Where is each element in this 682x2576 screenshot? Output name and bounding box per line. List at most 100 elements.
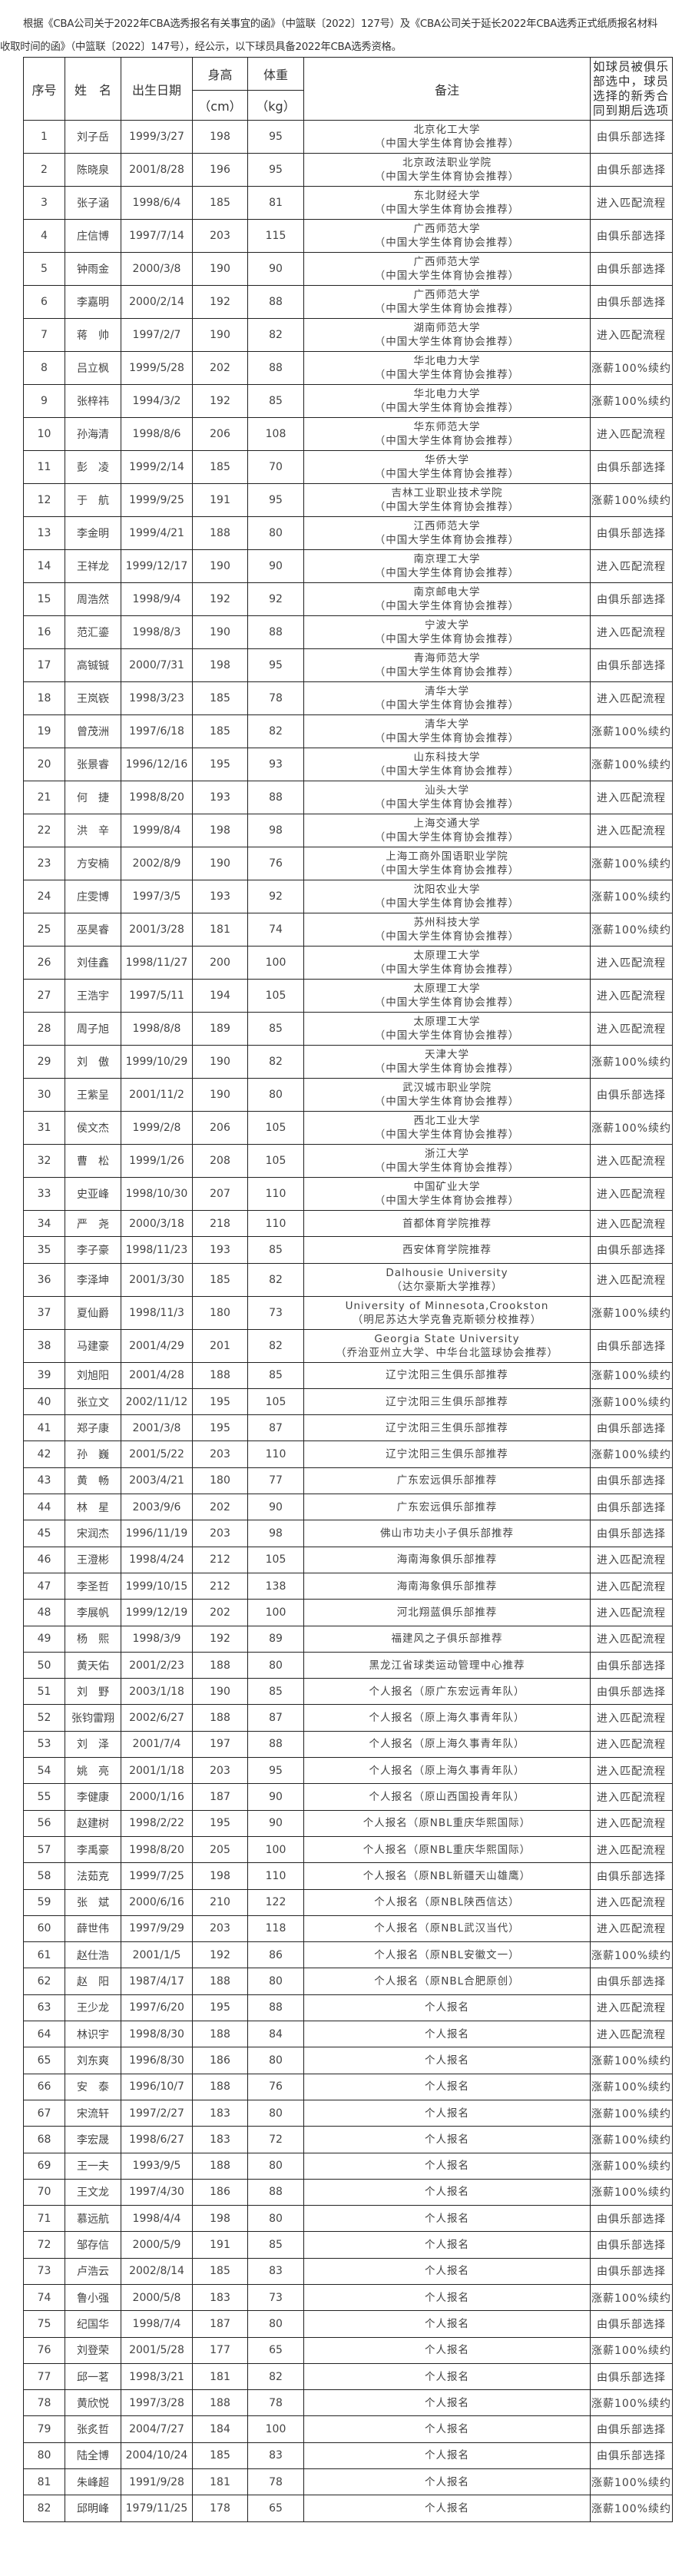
table-row: 29 刘 傲 1999/10/29 190 82 天津大学 （中国大学生体育协会推荐） 涨薪1… (23, 1045, 673, 1079)
cell-height: 185 (192, 186, 248, 220)
cell-number: 56 (23, 1809, 65, 1837)
cell-height: 195 (192, 1994, 248, 2022)
table-row: 49 杨 熙 1998/3/9 192 89 福建风之子俱乐部推荐 进入匹配流程 (23, 1625, 673, 1653)
cell-weight: 90 (247, 1809, 304, 1837)
cell-number: 71 (23, 2205, 65, 2233)
cell-name: 李金明 (65, 516, 121, 550)
cell-number: 44 (23, 1494, 65, 1521)
cell-weight: 85 (247, 1678, 304, 1706)
remarks-line-2: （中国大学生体育协会推荐） (374, 402, 520, 414)
table-row: 66 安 泰 1996/10/7 188 76 个人报名 涨薪100%续约 (23, 2073, 673, 2100)
cell-weight: 95 (247, 483, 304, 517)
remarks-line-1: 吉林工业职业技术学院 (391, 487, 503, 499)
cell-remarks: 吉林工业职业技术学院 （中国大学生体育协会推荐） (303, 483, 591, 517)
remarks-line-2: （中国大学生体育协会推荐） (374, 897, 520, 910)
remarks-line-2: （中国大学生体育协会推荐） (374, 831, 520, 844)
cell-remarks: 个人报名（原NBL安徽文一） (303, 1941, 591, 1969)
table-row: 28 周子旭 1998/8/8 189 85 太原理工大学 （中国大学生体育协会推荐） 进入匹… (23, 1012, 673, 1046)
cell-weight: 80 (247, 2152, 304, 2180)
table-row: 34 严 尧 2000/3/18 218 110 首都体育学院推荐 进入匹配流程 (23, 1209, 673, 1238)
remarks-line-1: 个人报名 (425, 2370, 469, 2383)
table-row: 25 巫昊睿 2001/3/28 181 74 苏州科技大学 （中国大学生体育协会推荐） 涨薪… (23, 913, 673, 947)
cell-remarks: 首都体育学院推荐 (303, 1209, 591, 1238)
table-row: 53 刘 泽 2001/7/4 197 88 个人报名（原上海久事青年队） 进入匹配流程 (23, 1730, 673, 1759)
cell-name: 曹 松 (65, 1144, 121, 1178)
cell-number: 43 (23, 1467, 65, 1495)
cell-height: 198 (192, 2205, 248, 2233)
cell-contract-option: 涨薪100%续约 (590, 847, 673, 880)
cell-name: 姚 亮 (65, 1757, 121, 1785)
cell-birth-date: 1999/4/21 (121, 516, 193, 550)
cell-contract-option: 涨薪100%续约 (590, 2468, 673, 2496)
cell-birth-date: 2004/10/24 (121, 2442, 193, 2470)
cell-remarks: 黑龙江省球类运动管理中心推荐 (303, 1651, 591, 1679)
remarks-line-1: 中国矿业大学 (413, 1181, 481, 1193)
cell-number: 73 (23, 2257, 65, 2285)
cell-name: 王一夫 (65, 2152, 121, 2180)
cell-number: 3 (23, 186, 65, 220)
cell-birth-date: 1987/4/17 (121, 1968, 193, 1995)
cell-name: 孙海清 (65, 417, 121, 451)
cell-contract-option: 由俱乐部选择 (590, 2310, 673, 2338)
cell-remarks: 福建风之子俱乐部推荐 (303, 1625, 591, 1653)
table-row: 40 张立文 2002/11/12 195 105 辽宁沈阳三生俱乐部推荐 涨薪100%续约 (23, 1387, 673, 1416)
cell-weight: 78 (247, 2389, 304, 2417)
cell-remarks: 个人报名 (303, 2231, 591, 2259)
cell-height: 198 (192, 814, 248, 847)
cell-contract-option: 由俱乐部选择 (590, 582, 673, 616)
cell-height: 188 (192, 1651, 248, 1679)
cell-weight: 65 (247, 2495, 304, 2522)
remarks-line-1: 个人报名（原上海久事青年队） (369, 1738, 525, 1751)
cell-height: 185 (192, 2257, 248, 2285)
cell-name: 庄信博 (65, 219, 121, 253)
remarks-line-1: 华北电力大学 (413, 388, 481, 400)
cell-remarks: 个人报名（原NBL重庆华熙国际） (303, 1835, 591, 1864)
remarks-line-1: 个人报名 (425, 2291, 469, 2304)
remarks-line-2: （明尼苏达大学克鲁克斯顿分校推荐） (352, 1313, 542, 1326)
cell-birth-date: 1998/8/20 (121, 1835, 193, 1864)
cell-weight: 138 (247, 1572, 304, 1600)
table-row: 59 张 斌 2000/6/16 210 122 个人报名（原NBL陕西信达） 进入匹配流程 (23, 1888, 673, 1916)
table-row: 27 王浩宇 1997/5/11 194 105 太原理工大学 （中国大学生体育协会推荐）进… (23, 979, 673, 1013)
cell-remarks: 广西师范大学 （中国大学生体育协会推荐） (303, 219, 591, 253)
remarks-line-1: 个人报名（原上海久事青年队） (369, 1712, 525, 1725)
remarks-line-1: 宁波大学 (425, 619, 469, 632)
cell-remarks: 北京政法职业学院 （中国大学生体育协会推荐） (303, 153, 591, 187)
table-row: 5 钟雨金 2000/3/8 190 90 广西师范大学 （中国大学生体育协会推荐） 由俱乐部… (23, 252, 673, 286)
cell-weight: 90 (247, 549, 304, 583)
cell-number: 61 (23, 1941, 65, 1969)
cell-weight: 80 (247, 2205, 304, 2233)
cell-height: 181 (192, 913, 248, 947)
cell-contract-option: 由俱乐部选择 (590, 1651, 673, 1679)
remarks-line-2: （中国大学生体育协会推荐） (374, 1029, 520, 1042)
table-row: 72 邹存信 2000/5/9 191 85 个人报名 由俱乐部选择 (23, 2231, 673, 2259)
cell-contract-option: 由俱乐部选择 (590, 1678, 673, 1706)
table-row: 36 李泽坤 2001/3/30 185 82 Dalhousie University （… (23, 1262, 673, 1297)
cell-remarks: 个人报名 (303, 2415, 591, 2443)
table-row: 76 刘登荣 2001/5/28 177 65 个人报名 涨薪100%续约 (23, 2336, 673, 2364)
cell-weight: 88 (247, 1994, 304, 2022)
cell-height: 198 (192, 120, 248, 154)
remarks-line-1: 个人报名 (425, 2475, 469, 2488)
cell-remarks: 个人报名（原上海久事青年队） (303, 1730, 591, 1759)
cell-number: 52 (23, 1704, 65, 1732)
cell-number: 30 (23, 1078, 65, 1112)
cell-height: 203 (192, 1520, 248, 1547)
cell-weight: 72 (247, 2126, 304, 2153)
remarks-line-1: 广西师范大学 (413, 223, 481, 235)
cell-contract-option: 由俱乐部选择 (590, 2362, 673, 2391)
cell-name: 王文龙 (65, 2178, 121, 2206)
table-row: 51 刘 野 2003/1/18 190 85 个人报名（原广东宏远青年队） 由俱乐部选择 (23, 1678, 673, 1706)
cell-height: 190 (192, 318, 248, 352)
cell-remarks: 个人报名（原山西国投青年队） (303, 1783, 591, 1811)
cell-height: 188 (192, 2389, 248, 2417)
cell-weight: 95 (247, 153, 304, 187)
cell-weight: 78 (247, 2468, 304, 2496)
cell-weight: 105 (247, 1387, 304, 1416)
cell-contract-option: 涨薪100%续约 (590, 714, 673, 748)
cell-remarks: 南京邮电大学 （中国大学生体育协会推荐） (303, 582, 591, 616)
table-row: 38 马建豪 2001/4/29 201 82 Georgia State Univers… (23, 1328, 673, 1363)
cell-remarks: 湖南师范大学 （中国大学生体育协会推荐） (303, 318, 591, 352)
cell-weight: 88 (247, 285, 304, 319)
cell-number: 28 (23, 1012, 65, 1046)
